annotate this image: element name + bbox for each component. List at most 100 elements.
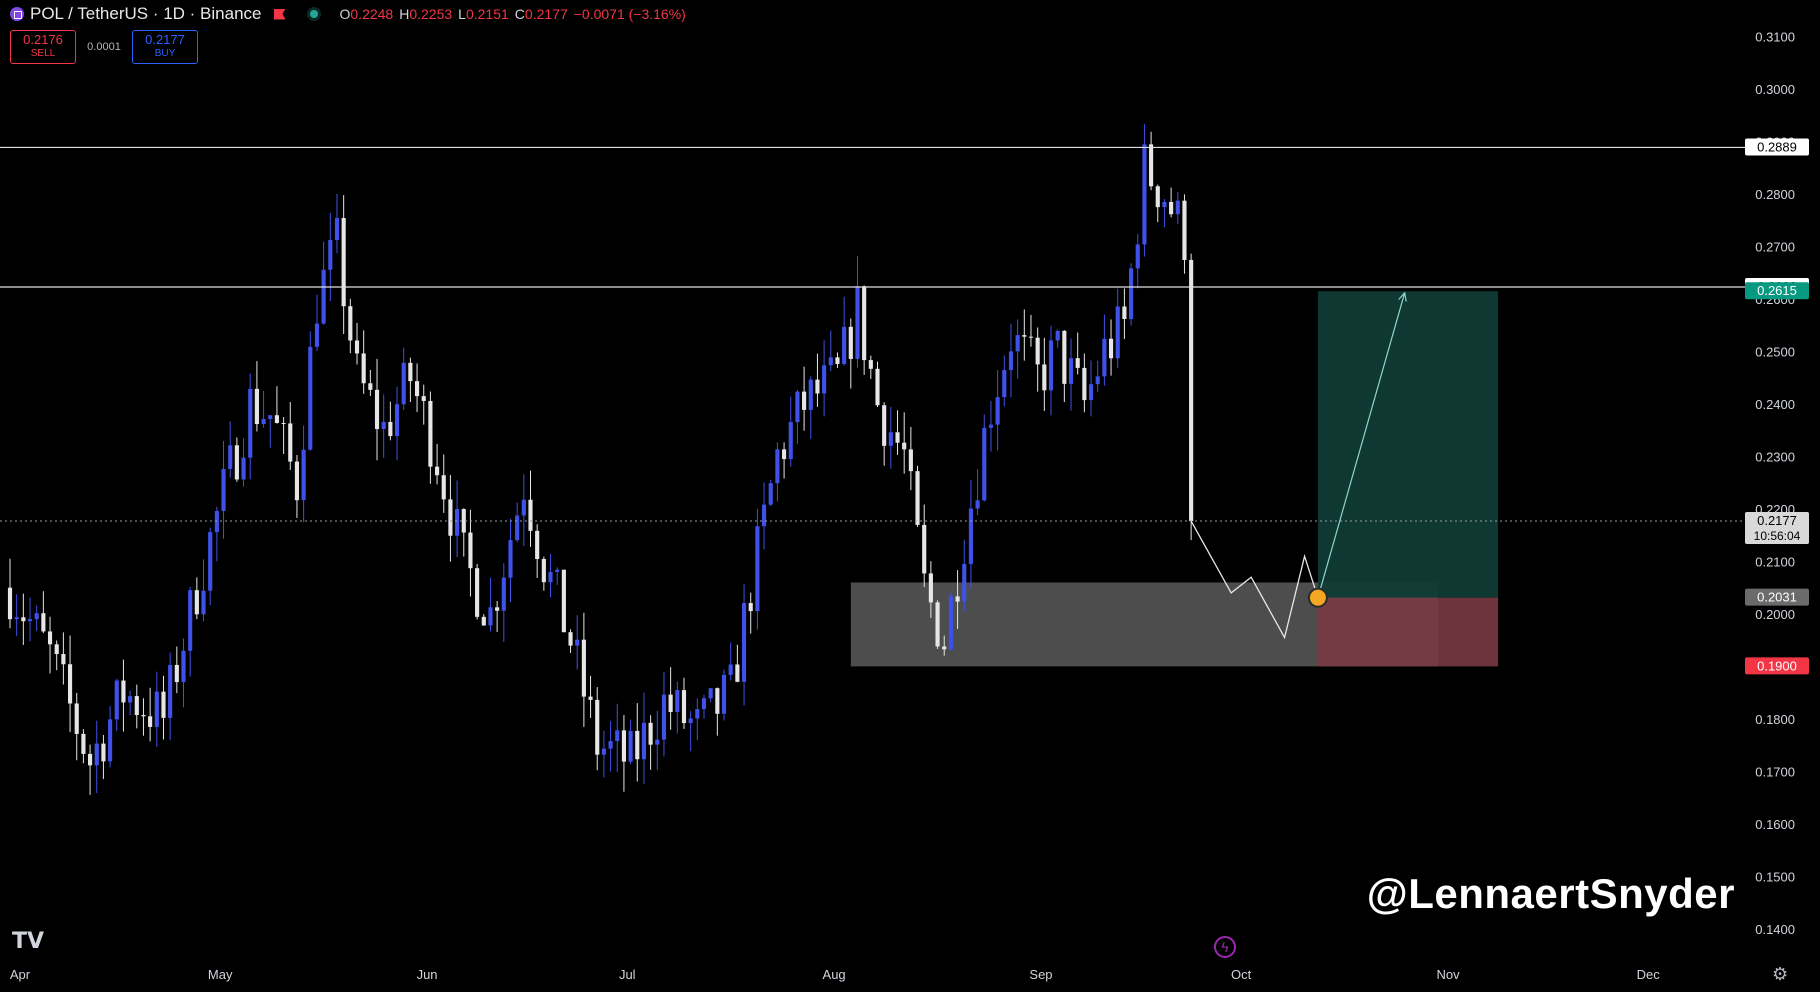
candle-body	[1108, 338, 1114, 359]
candle-body	[635, 730, 640, 760]
candle-body	[261, 418, 266, 425]
candle-body	[348, 306, 353, 341]
candle-body	[1149, 144, 1154, 187]
candle-body	[835, 357, 840, 364]
candle-body	[408, 362, 413, 382]
candle-body	[1142, 144, 1147, 245]
candle-body	[588, 696, 593, 700]
price-tick-label: 0.2400	[1755, 397, 1795, 412]
candle-body	[27, 619, 33, 622]
candle-body	[21, 617, 26, 622]
candle-body	[455, 509, 460, 536]
candle-body	[1042, 364, 1047, 391]
sell-label: SELL	[30, 48, 56, 59]
candle-body	[868, 360, 873, 369]
level-price-tag-bg	[1745, 138, 1809, 156]
candle-body	[1135, 244, 1140, 269]
candle-body	[1175, 200, 1180, 215]
trade-panel: 0.2176 SELL 0.0001 0.2177 BUY	[10, 30, 198, 64]
candle-body	[88, 753, 93, 766]
candle-body	[948, 596, 953, 650]
price-tick-label: 0.1600	[1755, 817, 1795, 832]
candle-body	[328, 239, 333, 270]
candle-body	[935, 602, 940, 647]
candle-body	[795, 391, 800, 423]
candle-body	[1122, 306, 1127, 320]
candle-body	[561, 569, 566, 633]
candle-body	[241, 457, 246, 480]
tradingview-logo-icon[interactable]: 𝗧𝗩	[12, 928, 45, 953]
candle-body	[1169, 201, 1174, 215]
price-tick-label: 0.3000	[1755, 82, 1795, 97]
target-zone	[1317, 291, 1499, 598]
candle-body	[321, 269, 326, 324]
candle-body	[922, 524, 927, 574]
candle-body	[1075, 358, 1080, 368]
symbol-header: POL / TetherUS · 1D · Binance O0.2248 H0…	[10, 4, 686, 24]
price-tick-label: 0.2800	[1755, 187, 1795, 202]
price-axis[interactable]: 0.31000.30000.29000.28000.27000.26000.25…	[1745, 30, 1809, 937]
candle-body	[381, 421, 386, 430]
candle-body	[628, 730, 633, 762]
candle-body	[842, 326, 847, 364]
candle-body	[615, 730, 620, 742]
candle-body	[782, 449, 787, 460]
candle-body	[515, 515, 520, 541]
candle-body	[361, 353, 366, 384]
candle-body	[681, 690, 687, 724]
candle-body	[61, 654, 66, 665]
candle-body	[528, 499, 533, 531]
candle-body	[301, 449, 306, 501]
candle-body	[815, 379, 820, 394]
candle-body	[47, 631, 53, 645]
horizontal-levels[interactable]	[0, 146, 1745, 522]
candle-body	[741, 603, 747, 682]
price-tick-label: 0.1700	[1755, 764, 1795, 779]
time-tick-label: Apr	[10, 967, 31, 982]
symbol-title[interactable]: POL / TetherUS · 1D · Binance	[30, 4, 262, 23]
ohlc-low: L0.2151	[458, 6, 509, 22]
spread-value: 0.0001	[87, 41, 121, 53]
candle-body	[928, 573, 933, 603]
flash-icon[interactable]: ϟ	[1214, 936, 1236, 958]
level-price-tag: 0.2889	[1757, 139, 1797, 154]
candle-body	[254, 388, 259, 425]
candle-body	[855, 286, 860, 359]
candle-body	[1022, 335, 1027, 337]
candle-body	[114, 680, 119, 720]
candle-body	[475, 568, 480, 617]
candle-body	[234, 445, 239, 480]
candle-body	[81, 733, 86, 754]
candle-body	[401, 362, 406, 405]
buy-button[interactable]: 0.2177 BUY	[132, 30, 198, 64]
candle-body	[214, 511, 219, 533]
gear-icon[interactable]: ⚙	[1772, 964, 1789, 984]
candle-body	[775, 449, 780, 484]
flag-icon[interactable]	[273, 8, 286, 20]
chart-zones	[850, 291, 1499, 667]
candle-body	[448, 499, 453, 536]
candle-body	[1088, 384, 1094, 401]
candle-body	[201, 590, 206, 615]
sell-button[interactable]: 0.2176 SELL	[10, 30, 76, 64]
candle-body	[128, 696, 133, 703]
candle-body	[341, 218, 346, 307]
candle-body	[695, 709, 700, 719]
candle-body	[421, 396, 426, 401]
candle-body	[768, 483, 773, 505]
candle-body	[595, 699, 600, 755]
target-arrow-head	[1398, 291, 1407, 302]
candle-body	[34, 613, 39, 620]
target-price-tag: 0.2615	[1757, 283, 1797, 298]
ohlc-high: H0.2253	[399, 6, 453, 22]
candle-body	[608, 741, 613, 749]
candle-body	[755, 526, 760, 612]
time-axis[interactable]: Apr May Jun Jul Aug Sep Oct Nov Dec	[10, 967, 1660, 982]
price-tick-label: 0.2500	[1755, 345, 1795, 360]
candle-body	[828, 357, 833, 366]
candle-body	[1028, 336, 1034, 338]
candle-body	[221, 469, 226, 512]
candle-body	[154, 691, 159, 727]
current-price-tag: 0.2177	[1757, 513, 1797, 528]
